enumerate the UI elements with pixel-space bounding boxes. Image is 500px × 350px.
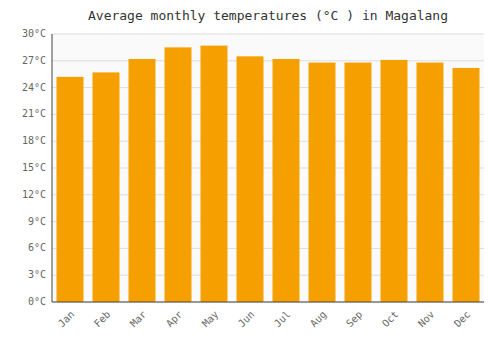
x-tick-label: Sep (344, 309, 365, 330)
x-tick-label: Mar (128, 309, 149, 330)
x-tick-label: Nov (416, 309, 437, 330)
x-tick-label: Jul (272, 309, 293, 330)
x-axis: Jan Feb Mar Apr May Jun Jul Aug Sep Oct Nov Dec (56, 309, 473, 330)
grid (52, 34, 484, 302)
grid-line (52, 302, 484, 303)
y-tick-label: 24°C (22, 82, 46, 93)
y-tick-label: 12°C (22, 189, 46, 200)
y-tick-label: 15°C (22, 162, 46, 173)
bar (165, 47, 192, 302)
bar (381, 60, 408, 302)
chart-title: Average monthly temperatures (°C ) in Ma… (88, 8, 448, 23)
bar (345, 63, 372, 302)
x-tick-label: Jun (236, 309, 257, 330)
y-axis-line (52, 34, 53, 302)
y-tick-label: 27°C (22, 55, 46, 66)
bar (453, 68, 480, 302)
y-tick-label: 6°C (28, 242, 46, 253)
x-tick-label: Oct (380, 309, 401, 330)
y-axis: 0°C 3°C 6°C 9°C 12°C 15°C 18°C 21°C 24°C 27°C 30°C (22, 28, 46, 307)
bar (237, 56, 264, 302)
bar (93, 72, 120, 302)
chart-container: 0°C 3°C 6°C 9°C 12°C 15°C 18°C 21°C 24°C 27°C 30°C… (0, 0, 500, 350)
x-tick-label: Feb (92, 309, 113, 330)
bar (273, 59, 300, 302)
x-tick-label: Aug (308, 309, 329, 330)
bars (57, 46, 480, 302)
y-tick-label: 3°C (28, 269, 46, 280)
x-tick-label: Jan (56, 309, 77, 330)
y-tick-label: 30°C (22, 28, 46, 39)
x-tick-label: May (200, 309, 221, 330)
x-tick-label: Apr (164, 309, 185, 330)
grid-line (52, 60, 484, 61)
bar (201, 46, 228, 302)
y-tick-label: 21°C (22, 108, 46, 119)
x-tick-label: Dec (452, 309, 473, 330)
x-axis-line (52, 302, 484, 303)
bar (57, 77, 84, 302)
plot-background (52, 34, 484, 302)
bar (309, 63, 336, 302)
y-tick-label: 0°C (28, 296, 46, 307)
chart-svg: 0°C 3°C 6°C 9°C 12°C 15°C 18°C 21°C 24°C 27°C 30°C… (0, 0, 500, 350)
y-tick-label: 18°C (22, 135, 46, 146)
y-tick-label: 9°C (28, 216, 46, 227)
bar (417, 63, 444, 302)
bar (129, 59, 156, 302)
grid-line (52, 34, 484, 35)
